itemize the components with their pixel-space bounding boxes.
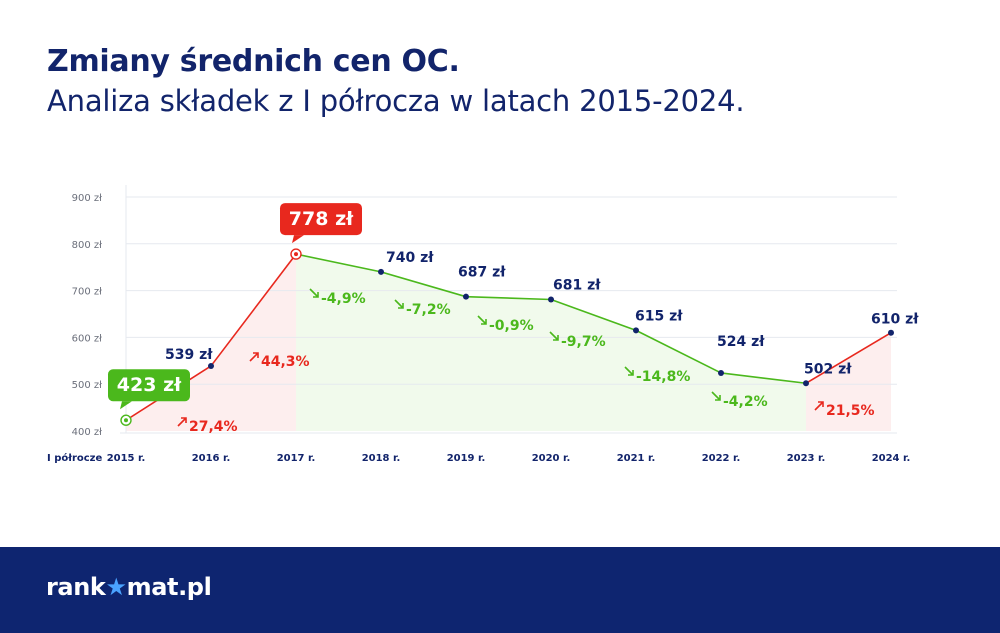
star-icon: ★ [105, 573, 127, 601]
min-value-badge-pointer [120, 401, 132, 410]
min-value-badge-box [108, 369, 190, 402]
value-label: 615 zł [635, 308, 683, 324]
arrow-down-icon [624, 366, 634, 376]
arrow-up-icon [814, 401, 824, 411]
data-point [633, 327, 639, 334]
change-value: -4,2% [723, 394, 768, 410]
x-axis-title: I półrocze [47, 452, 102, 464]
value-label: 524 zł [717, 334, 765, 350]
y-tick-label: 700 zł [72, 287, 103, 298]
change-label: -4,9% [309, 288, 366, 307]
value-label: 778 zł [289, 208, 354, 230]
highlight-point-core [124, 418, 128, 423]
x-tick-label: 2022 r. [702, 453, 741, 464]
min-value-badge: 423 zł [108, 369, 190, 410]
change-label: -9,7% [549, 331, 606, 350]
change-value: 21,5% [826, 403, 875, 419]
x-tick-label: 2015 r. [107, 453, 146, 464]
line-segment [210, 253, 297, 367]
x-tick-label: 2016 r. [192, 453, 231, 464]
max-value-badge: 778 zł [280, 203, 362, 244]
value-label: 740 zł [386, 250, 434, 266]
x-tick-label: 2019 r. [447, 453, 486, 464]
value-label: 423 zł [117, 374, 182, 396]
arrow-up-icon [177, 417, 187, 427]
change-value: -4,9% [321, 291, 366, 307]
value-label: 502 zł [804, 361, 852, 377]
value-label: 687 zł [458, 265, 506, 281]
x-tick-label: 2021 r. [617, 453, 656, 464]
change-value: -0,9% [489, 318, 534, 334]
highlight-point-core [294, 252, 298, 257]
line-segment [295, 253, 382, 273]
value-label: 681 zł [553, 277, 601, 293]
x-tick-label: 2017 r. [277, 453, 316, 464]
chart-subtitle: Analiza składek z I półrocza w latach 20… [47, 84, 745, 118]
change-label: -4,2% [711, 391, 768, 410]
change-value: -14,8% [636, 369, 690, 385]
arrow-up-icon [249, 352, 259, 362]
value-label: 610 zł [871, 312, 919, 328]
change-label: 27,4% [177, 417, 238, 435]
arrow-down-icon [549, 331, 559, 341]
x-tick-label: 2024 r. [872, 453, 911, 464]
arrow-down-icon [711, 391, 721, 401]
line-segment [805, 332, 892, 384]
arrow-down-icon [477, 315, 487, 325]
line-segment [635, 329, 722, 374]
line-chart: 400 zł 500 zł 600 zł 700 zł 800 zł 900 zł I pó… [47, 185, 919, 464]
data-point [548, 296, 554, 303]
data-point [463, 293, 469, 300]
y-tick-label: 500 zł [72, 380, 103, 391]
data-point [888, 329, 894, 336]
footer-bar: rank★mat.pl [0, 547, 1000, 633]
change-value: 27,4% [189, 419, 238, 435]
max-value-badge-pointer [292, 235, 304, 244]
max-value-badge-box [280, 203, 362, 236]
change-value: 44,3% [261, 354, 310, 370]
value-label: 539 zł [165, 347, 213, 363]
chart-title: Zmiany średnich cen OC. [47, 44, 460, 79]
line-segment [550, 298, 637, 332]
x-tick-label: 2023 r. [787, 453, 826, 464]
x-tick-label: 2018 r. [362, 453, 401, 464]
decrease-area [296, 254, 806, 431]
change-value: -9,7% [561, 334, 606, 350]
x-tick-label: 2020 r. [532, 453, 571, 464]
y-tick-label: 400 zł [72, 427, 103, 438]
increase-area [806, 332, 891, 431]
arrow-down-icon [394, 299, 404, 309]
line-segment [465, 295, 552, 301]
change-label: -7,2% [394, 299, 451, 318]
change-label: 44,3% [249, 352, 310, 370]
data-point [803, 380, 809, 387]
y-tick-label: 900 zł [72, 193, 103, 204]
change-value: -7,2% [406, 302, 451, 318]
line-segment [380, 271, 467, 298]
data-point [718, 369, 724, 376]
data-point [378, 268, 384, 275]
change-label: 21,5% [814, 401, 875, 419]
line-segment [720, 372, 807, 385]
arrow-down-icon [309, 288, 319, 298]
rankomat-logo: rank★mat.pl [46, 573, 212, 601]
y-tick-label: 600 zł [72, 333, 103, 344]
y-tick-label: 800 zł [72, 240, 103, 251]
increase-area [126, 254, 296, 431]
data-point [208, 362, 214, 369]
change-label: -0,9% [477, 315, 534, 334]
change-label: -14,8% [624, 366, 690, 385]
